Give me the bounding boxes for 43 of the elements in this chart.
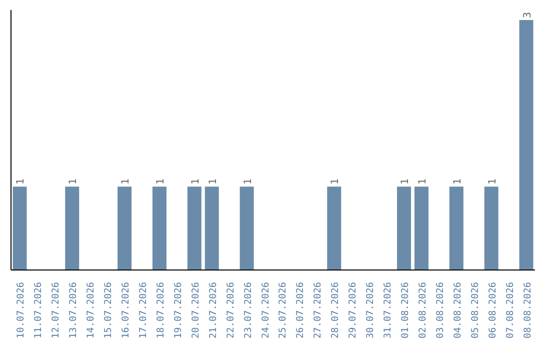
x-tick-label: 04.08.2026 — [452, 282, 464, 338]
data-label: 3 — [522, 12, 534, 18]
x-tick-label: 14.07.2026 — [86, 282, 97, 338]
x-tick-label: 26.07.2026 — [295, 282, 306, 338]
x-tick-label: 15.07.2026 — [103, 282, 114, 338]
data-label: 1 — [417, 178, 428, 185]
x-tick-label: 11.07.2026 — [33, 282, 44, 338]
x-tick-label: 07.08.2026 — [504, 282, 516, 338]
data-label: 1 — [400, 178, 412, 185]
x-tick-label: 10.07.2026 — [16, 282, 27, 338]
x-tick-label: 28.07.2026 — [330, 282, 342, 338]
x-tick-label: 20.07.2026 — [190, 282, 202, 338]
data-label: 1 — [208, 178, 219, 185]
x-tick-label: 17.07.2026 — [138, 282, 149, 338]
x-tick-label: 23.07.2026 — [242, 282, 254, 338]
x-tick-label: 21.07.2026 — [208, 282, 219, 338]
x-tick-label: 27.07.2026 — [312, 282, 324, 338]
x-tick-label: 08.08.2026 — [522, 282, 534, 338]
x-tick-label: 29.07.2026 — [348, 282, 359, 338]
data-label: 1 — [16, 178, 27, 185]
x-tick-label: 13.07.2026 — [68, 282, 80, 338]
data-label: 1 — [120, 178, 132, 185]
x-tick-label: 03.08.2026 — [434, 282, 446, 338]
x-tick-label: 19.07.2026 — [172, 282, 184, 338]
data-label: 1 — [155, 178, 166, 185]
x-tick-label: 24.07.2026 — [260, 282, 272, 338]
x-tick-label: 05.08.2026 — [470, 282, 481, 338]
x-tick-label: 31.07.2026 — [382, 282, 394, 338]
x-tick-label: 16.07.2026 — [120, 282, 132, 338]
data-label: 1 — [68, 178, 80, 185]
data-label: 1 — [487, 178, 498, 185]
x-tick-label: 25.07.2026 — [278, 282, 289, 338]
x-tick-label: 01.08.2026 — [400, 282, 411, 338]
x-tick-label: 02.08.2026 — [417, 282, 428, 338]
data-label: 1 — [452, 178, 464, 185]
x-tick-label: 22.07.2026 — [225, 282, 236, 338]
x-tick-label: 18.07.2026 — [155, 282, 166, 338]
x-tick-label: 06.08.2026 — [487, 282, 498, 338]
x-tick-label: 12.07.2026 — [50, 282, 62, 338]
data-label: 1 — [330, 178, 342, 185]
data-label: 1 — [242, 178, 254, 185]
data-label: 1 — [190, 178, 202, 185]
x-tick-label: 30.07.2026 — [365, 282, 376, 338]
